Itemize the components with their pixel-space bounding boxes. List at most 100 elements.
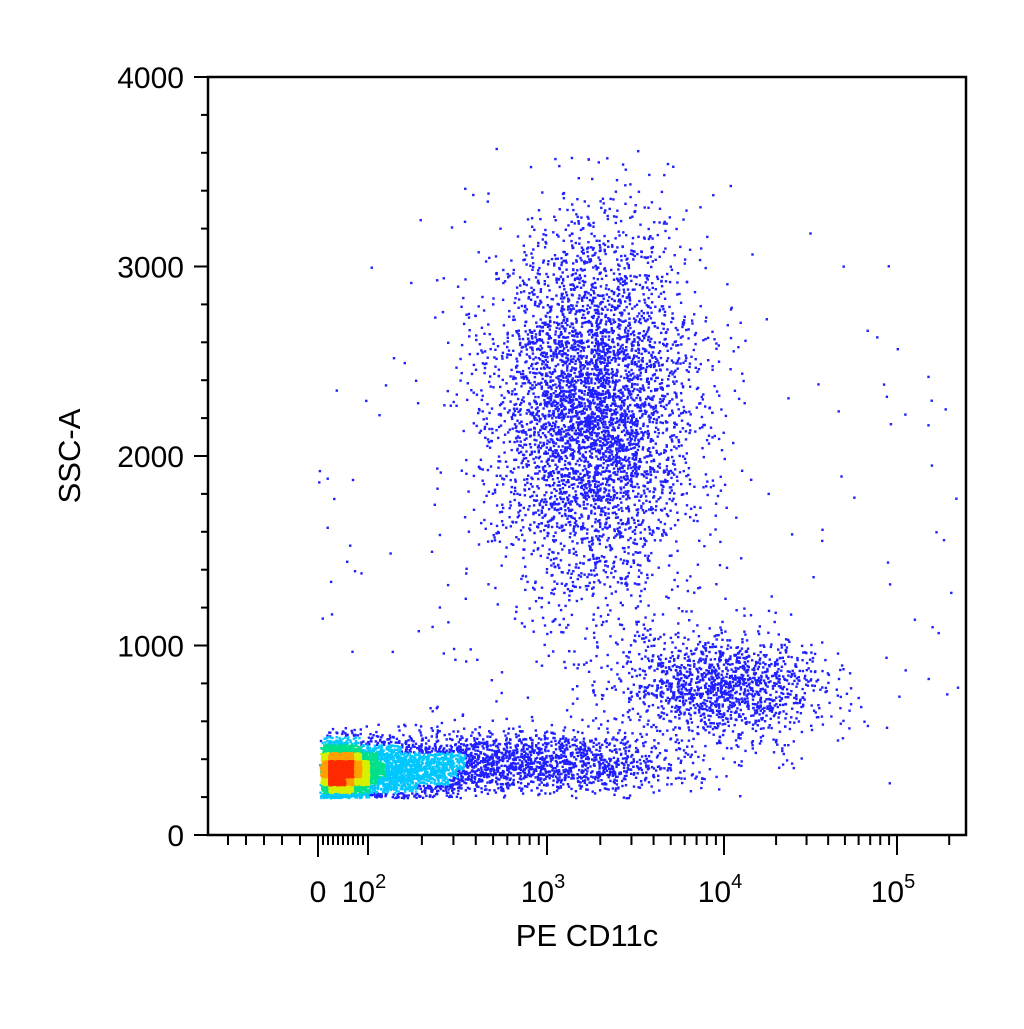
event-dot [633, 446, 637, 449]
event-dot [556, 233, 559, 236]
event-dot [931, 626, 934, 629]
event-dot [636, 563, 640, 567]
event-dot [548, 484, 551, 487]
event-dot [555, 557, 558, 560]
event-dot [520, 376, 523, 379]
event-dot [593, 304, 596, 307]
event-dot [590, 781, 593, 785]
event-dot [759, 650, 762, 654]
event-dot [635, 495, 639, 498]
event-dot [576, 254, 579, 258]
event-dot [649, 255, 652, 258]
event-dot [445, 794, 449, 797]
event-dot [503, 280, 507, 283]
event-dot [543, 478, 546, 482]
event-dot [547, 524, 550, 527]
event-dot [512, 268, 515, 272]
event-dot [629, 252, 633, 255]
event-dot [647, 382, 650, 386]
event-dot [511, 390, 514, 393]
event-dot [501, 503, 504, 506]
event-dot [579, 492, 583, 495]
event-dot [643, 274, 647, 277]
event-dot [489, 347, 492, 351]
event-dot [497, 460, 500, 463]
event-dot [743, 402, 746, 405]
event-dot [726, 639, 729, 642]
event-dot [636, 694, 639, 697]
event-dot [566, 208, 569, 212]
event-dot [654, 409, 658, 412]
event-dot [544, 450, 547, 453]
event-dot [548, 289, 551, 292]
event-dot [650, 398, 654, 401]
event-dot [647, 449, 650, 452]
event-dot [650, 785, 653, 788]
event-dot [645, 397, 648, 401]
event-dot [658, 789, 661, 792]
event-dot [636, 748, 639, 752]
event-dot [599, 456, 603, 459]
event-dot [557, 335, 561, 338]
event-dot [600, 779, 603, 782]
event-dot [708, 650, 711, 654]
event-dot [356, 734, 360, 737]
event-dot [561, 482, 565, 485]
event-dot [570, 274, 574, 277]
event-dot [711, 643, 715, 646]
event-dot [672, 380, 675, 383]
event-dot [633, 634, 637, 637]
event-dot [520, 461, 523, 465]
event-dot [537, 456, 541, 460]
event-dot [389, 552, 392, 555]
event-dot [643, 206, 646, 209]
event-dot [534, 276, 538, 279]
event-dot [659, 496, 662, 499]
event-dot [775, 675, 778, 678]
event-dot [633, 485, 637, 489]
event-dot [699, 305, 702, 308]
event-dot [638, 338, 641, 341]
event-dot [530, 789, 533, 792]
event-dot [528, 505, 531, 508]
event-dot [668, 719, 671, 723]
event-dot [532, 630, 535, 633]
event-dot [616, 473, 619, 476]
event-dot [514, 297, 517, 300]
event-dot [696, 370, 699, 373]
event-dot [737, 715, 741, 718]
event-dot [842, 265, 845, 268]
event-dot [581, 316, 584, 319]
event-dot [628, 380, 631, 383]
event-dot [751, 727, 754, 730]
event-dot [630, 249, 633, 252]
event-dot [567, 480, 570, 484]
event-dot [583, 274, 587, 278]
event-dot [606, 480, 609, 484]
event-dot [673, 492, 676, 495]
event-dot [588, 581, 591, 585]
event-dot [791, 669, 794, 672]
event-dot [721, 733, 725, 737]
event-dot [640, 685, 643, 688]
event-dot [626, 660, 629, 663]
event-dot [632, 413, 635, 416]
event-dot [638, 786, 642, 789]
event-dot [676, 403, 679, 406]
event-dot [635, 692, 639, 696]
event-dot [729, 655, 732, 658]
event-dot [526, 218, 530, 221]
event-dot [735, 744, 738, 747]
event-dot [438, 730, 441, 733]
event-dot [690, 355, 693, 358]
event-dot [544, 358, 547, 362]
event-dot [520, 398, 524, 402]
event-dot [790, 672, 794, 676]
event-dot [493, 536, 496, 539]
event-dot [417, 630, 420, 633]
event-dot [610, 571, 613, 575]
event-dot [531, 349, 534, 352]
event-dot [648, 500, 651, 504]
event-dot [636, 760, 639, 764]
event-dot [574, 550, 578, 554]
